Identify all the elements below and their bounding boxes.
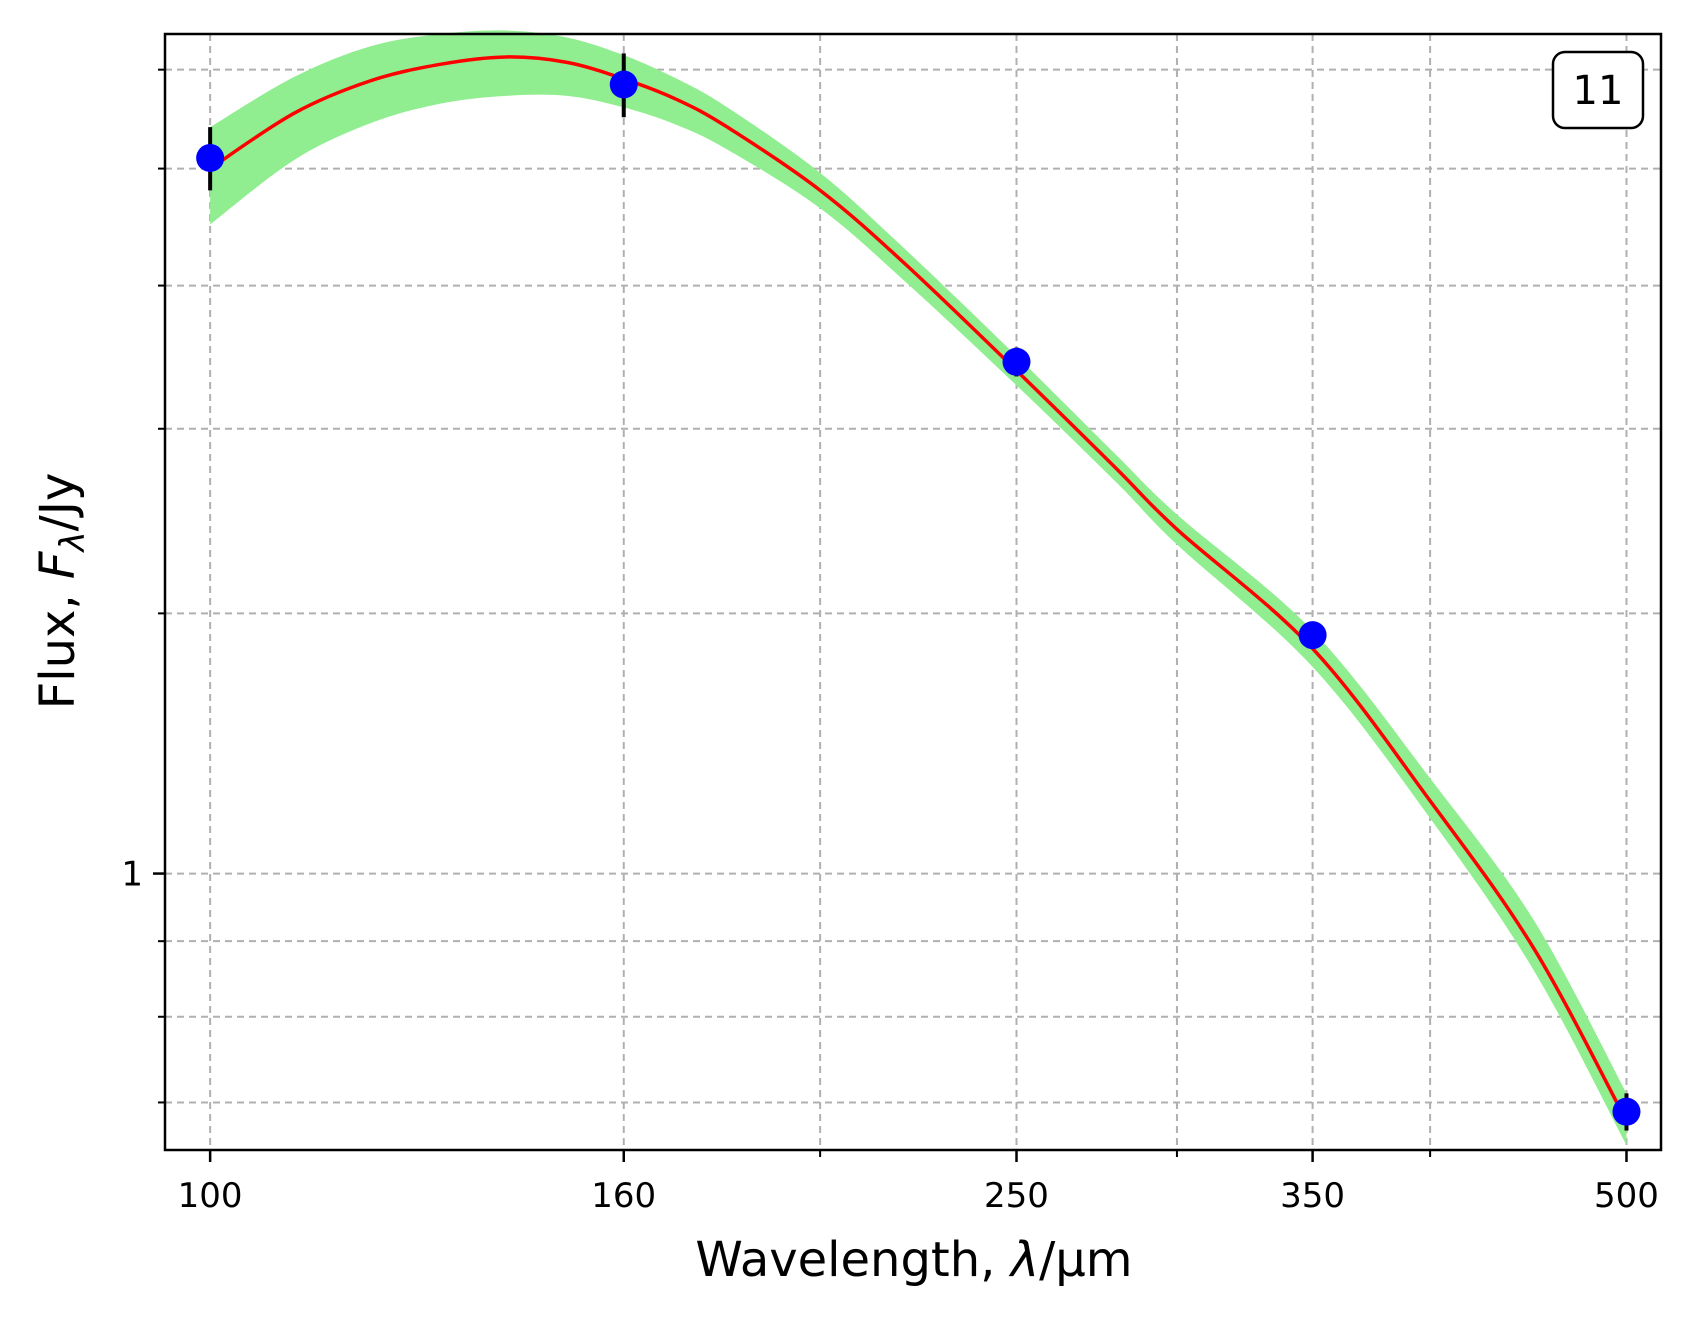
data-point: [1612, 1097, 1641, 1126]
x-tick-label: 250: [984, 1176, 1049, 1216]
y-axis-title-subscript: λ: [53, 531, 93, 553]
x-tick-label: 350: [1280, 1176, 1345, 1216]
data-points: [196, 53, 1641, 1131]
data-point: [196, 143, 225, 172]
fit-uncertainty-band: [210, 30, 1627, 1146]
data-point: [609, 70, 638, 99]
data-point: [1002, 347, 1031, 376]
x-axis-title-suffix: /μm: [1039, 1232, 1132, 1288]
y-axis-title-prefix: Flux,: [30, 579, 86, 709]
grid: [165, 34, 1661, 1150]
axes-frame: [163, 32, 1663, 1152]
x-axis-title-symbol: λ: [1008, 1232, 1039, 1288]
panel-label-box: 11: [1551, 50, 1645, 130]
y-tick-label: 1: [121, 855, 143, 895]
x-axis-title-prefix: Wavelength,: [695, 1232, 1010, 1288]
axis-ticks: 100 160 250 350 500 1: [121, 68, 1659, 1216]
x-axis-title: Wavelength, λ/μm: [695, 1232, 1132, 1288]
y-axis-title: Flux, Fλ/Jy: [30, 473, 93, 710]
x-tick-label: 100: [178, 1176, 243, 1216]
y-axis-title-symbol: F: [30, 550, 86, 579]
x-tick-label: 160: [591, 1176, 656, 1216]
fit-curve: [209, 55, 1629, 1122]
y-axis-title-suffix: /Jy: [30, 473, 86, 532]
panel-label: 11: [1573, 68, 1624, 114]
data-point: [1298, 621, 1327, 650]
panel-label-frame: [1551, 50, 1645, 130]
x-tick-label: 500: [1594, 1176, 1659, 1216]
